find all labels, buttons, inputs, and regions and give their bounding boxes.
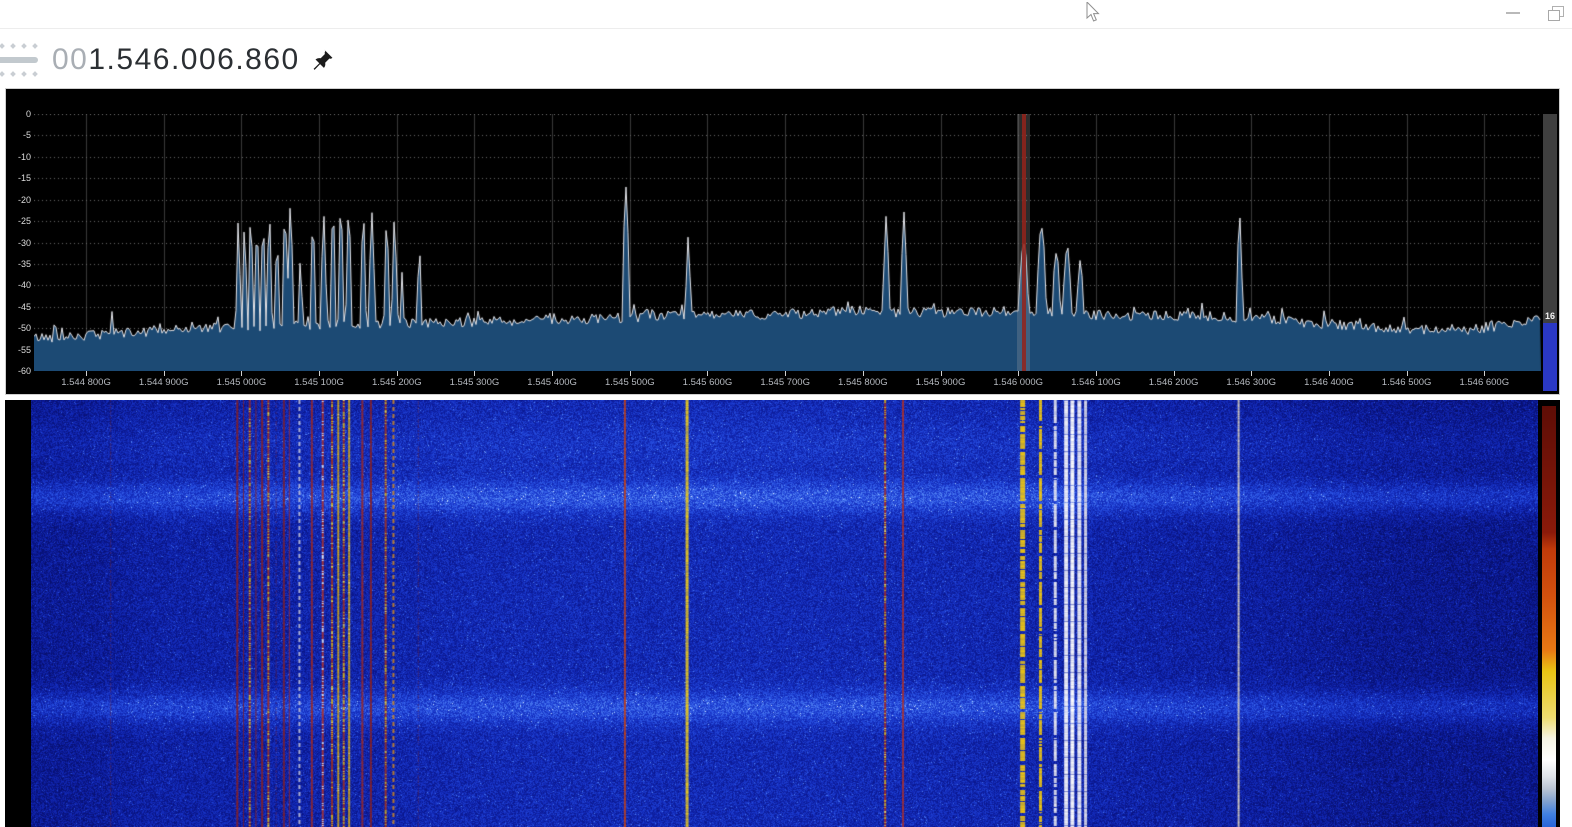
freq-tick <box>1484 371 1486 376</box>
minimize-icon <box>1506 12 1520 14</box>
freq-tick <box>1328 371 1330 376</box>
waterfall-panel <box>5 400 1560 827</box>
freq-tick-label: 1.546 000G <box>993 377 1044 388</box>
freq-tick <box>241 371 243 376</box>
freq-tick-label: 1.545 100G <box>294 377 344 388</box>
freq-tick <box>474 371 476 376</box>
freq-tick <box>1406 371 1408 376</box>
db-tick-label: -45 <box>17 301 31 312</box>
db-tick-label: -10 <box>17 151 31 162</box>
tuning-marker-line <box>1021 114 1026 371</box>
db-tick-label: -25 <box>17 216 31 227</box>
freq-tick-label: 1.545 800G <box>838 377 888 388</box>
gain-meter-value: 16 <box>1544 311 1555 321</box>
freq-tick-label: 1.544 800G <box>61 377 111 388</box>
db-tick-label: -40 <box>17 280 31 291</box>
freq-tick <box>862 371 864 376</box>
tuning-knob-icon[interactable] <box>0 40 44 80</box>
frequency-header: 00 1.546.006.860 <box>0 36 334 84</box>
freq-tick <box>163 371 165 376</box>
freq-tick <box>1095 371 1097 376</box>
minimize-button[interactable] <box>1502 4 1526 24</box>
gain-meter[interactable]: 16 <box>1543 114 1557 391</box>
freq-tick <box>86 371 88 376</box>
freq-tick-label: 1.545 200G <box>371 377 422 388</box>
frequency-display[interactable]: 00 1.546.006.860 <box>52 43 300 77</box>
freq-tick <box>1173 371 1175 376</box>
restore-button[interactable] <box>1544 4 1568 24</box>
freq-tick <box>319 371 321 376</box>
freq-tick-label: 1.545 300G <box>449 377 500 388</box>
freq-tick-label: 1.545 500G <box>604 377 655 388</box>
spectrum-panel: 0 -5 -10 -15 -20 -25 -30 -35 -40 -45 -50 -55 -60 1.5… <box>5 88 1560 395</box>
freq-tick-label: 1.545 600G <box>682 377 733 388</box>
freq-tick <box>1018 371 1020 376</box>
gain-meter-fill <box>1543 323 1557 391</box>
freq-tick <box>629 371 631 376</box>
db-tick-label: -35 <box>17 258 31 269</box>
spectrum-plot[interactable] <box>34 114 1541 371</box>
db-tick-label: -60 <box>17 366 31 376</box>
freq-tick-label: 1.546 500G <box>1381 377 1432 388</box>
db-tick-label: -55 <box>17 344 31 355</box>
freq-tick-label: 1.546 200G <box>1148 377 1199 388</box>
freq-tick-label: 1.545 000G <box>216 377 267 388</box>
freq-tick <box>785 371 787 376</box>
freq-tick-label: 1.546 100G <box>1071 377 1121 388</box>
freq-tick-label: 1.545 700G <box>760 377 810 388</box>
titlebar <box>0 0 1572 29</box>
frequency-prefix: 00 <box>52 43 89 76</box>
waterfall-display[interactable] <box>31 400 1538 827</box>
freq-tick-label: 1.546 400G <box>1304 377 1354 388</box>
freq-tick-label: 1.545 900G <box>915 377 966 388</box>
freq-tick-label: 1.545 400G <box>527 377 577 388</box>
pin-icon[interactable] <box>310 48 334 72</box>
db-tick-label: -5 <box>22 130 31 141</box>
freq-tick <box>396 371 398 376</box>
freq-tick <box>1251 371 1253 376</box>
db-tick-label: -50 <box>17 323 31 334</box>
mouse-cursor <box>1086 2 1100 22</box>
freq-tick <box>552 371 554 376</box>
freq-tick <box>707 371 709 376</box>
waterfall-colorbar <box>1542 406 1556 827</box>
db-tick-label: -30 <box>17 237 31 248</box>
frequency-value: 1.546.006.860 <box>88 43 300 76</box>
freq-tick-label: 1.544 900G <box>138 377 189 388</box>
tuning-marker[interactable] <box>1017 114 1031 371</box>
freq-tick <box>940 371 942 376</box>
db-tick-label: -20 <box>17 194 31 205</box>
db-tick-label: 0 <box>25 109 31 119</box>
freq-tick-label: 1.546 300G <box>1226 377 1277 388</box>
freq-tick-label: 1.546 600G <box>1459 377 1510 388</box>
db-tick-label: -15 <box>17 173 31 184</box>
